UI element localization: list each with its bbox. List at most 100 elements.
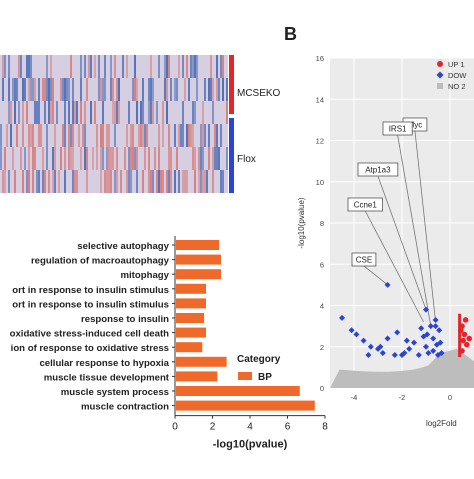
point-up (462, 317, 469, 323)
heatmap-cell (112, 147, 114, 170)
heatmap-cell (52, 101, 54, 124)
bar (176, 342, 203, 353)
heatmap-cell (44, 78, 46, 101)
heatmap-cell (74, 170, 76, 193)
heatmap-cell (70, 124, 72, 147)
bar (176, 240, 220, 250)
heatmap-cell (64, 78, 66, 101)
heatmap-cell (132, 78, 134, 101)
heatmap-cell (144, 124, 146, 147)
heatmap-cell (86, 78, 88, 101)
x-axis-title: -log10(pvalue) (213, 439, 288, 451)
heatmap-cell (208, 78, 210, 101)
heatmap-cell (198, 170, 200, 193)
bar (176, 327, 206, 338)
gene-label-box (382, 121, 413, 136)
gene-label: Myc (408, 121, 423, 130)
heatmap-cell (202, 170, 204, 193)
heatmap-cell (50, 55, 52, 78)
heatmap-cell (94, 55, 96, 78)
heatmap-cell (80, 78, 82, 101)
category-label: response to insulin (81, 314, 169, 325)
heatmap-cell (72, 78, 74, 101)
heatmap-cell (64, 124, 66, 147)
heatmap-cell (212, 170, 214, 193)
heatmap-cell (216, 124, 218, 147)
heatmap-cell (140, 124, 142, 147)
category-label: regulation of macroautophagy (31, 256, 170, 267)
heatmap-cell (138, 124, 140, 147)
point-down (423, 306, 429, 313)
heatmap-cell (116, 78, 118, 101)
gene-label-box (357, 162, 399, 177)
heatmap-cell (180, 124, 182, 147)
heatmap-cell (46, 124, 48, 147)
heatmap-cell (26, 170, 28, 193)
heatmap-cell (0, 147, 2, 170)
heatmap-cell (142, 78, 144, 101)
legend-label: DOW (448, 71, 467, 80)
heatmap-cell (96, 124, 98, 147)
point-down (360, 337, 367, 344)
heatmap-cell (100, 170, 102, 193)
gene-label: IRS1 (389, 125, 407, 134)
heatmap-cell (150, 101, 152, 124)
heatmap-cell (120, 170, 122, 193)
legend-marker-up (437, 61, 443, 67)
bar (176, 356, 227, 367)
heatmap-cell (194, 55, 196, 78)
point-down (377, 343, 384, 350)
heatmap-cell (18, 55, 20, 78)
heatmap-cell (152, 170, 154, 193)
heatmap-cell (46, 147, 48, 170)
gene-label-leader (414, 130, 436, 323)
x-tick-label: 0 (448, 393, 452, 402)
category-label: ort in response to insulin stimulus (12, 285, 169, 296)
heatmap-cell (174, 78, 176, 101)
heatmap-cell (96, 147, 98, 170)
legend-label-bp: BP (258, 372, 272, 383)
heatmap-cell (150, 55, 152, 78)
heatmap-cell (128, 101, 130, 124)
heatmap-cell (182, 170, 184, 193)
heatmap-cell (86, 170, 88, 193)
heatmap-cell (60, 147, 62, 170)
heatmap-cell (100, 147, 102, 170)
heatmap-cell (34, 147, 36, 170)
group-bar-flox (229, 118, 234, 193)
heatmap-cell (112, 78, 114, 101)
heatmap-cell (46, 78, 48, 101)
point-up (459, 323, 465, 329)
heatmap-cell (158, 147, 160, 170)
point-down (411, 339, 417, 346)
heatmap-group-annotation: MCSEKO Flox (229, 55, 281, 193)
heatmap-cell (212, 78, 214, 101)
heatmap-cell (102, 101, 104, 124)
heatmap-cell (40, 124, 42, 147)
heatmap-cell (64, 147, 66, 170)
heatmap-cell (178, 170, 180, 193)
heatmap-cell (102, 124, 104, 147)
heatmap-cell (136, 147, 138, 170)
heatmap-cell (212, 147, 214, 170)
heatmap-cell (30, 124, 32, 147)
point-down (353, 331, 360, 338)
gene-label-leader (397, 134, 432, 327)
heatmap-cell (200, 124, 202, 147)
heatmap-cell (208, 147, 210, 170)
heatmap-cell (32, 124, 34, 147)
heatmap-cell (152, 78, 154, 101)
heatmap-cell (134, 78, 136, 101)
heatmap-cell (168, 147, 170, 170)
heatmap-cell (126, 55, 128, 78)
heatmap-cell (156, 101, 158, 124)
heatmap-cell (192, 124, 194, 147)
x-axis-title: log2Fold (426, 419, 457, 428)
point-up (459, 348, 465, 354)
heatmap-cell (222, 55, 224, 78)
non-significant-cloud (330, 348, 474, 388)
heatmap-cell (24, 147, 26, 170)
heatmap-cell (2, 78, 4, 101)
heatmap-cell (14, 170, 16, 193)
heatmap-cell (166, 78, 168, 101)
